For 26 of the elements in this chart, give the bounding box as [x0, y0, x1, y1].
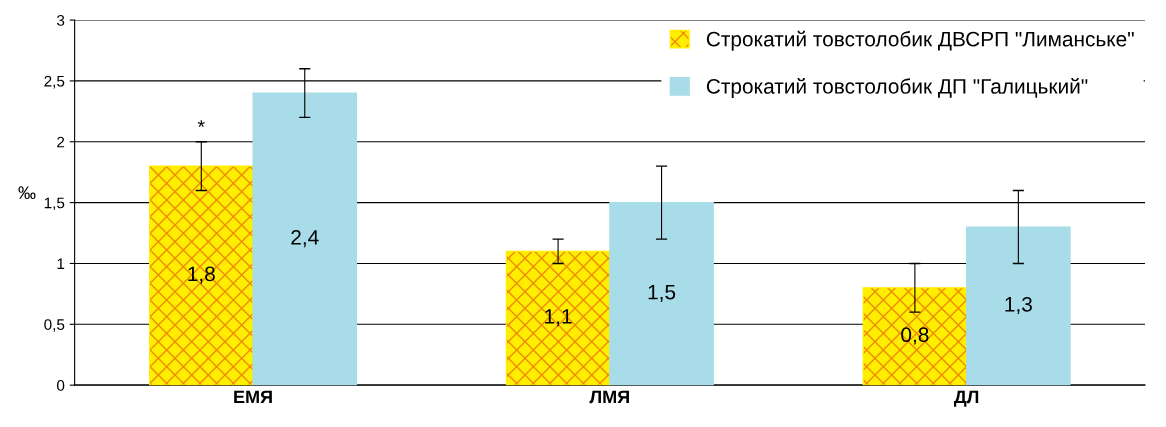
bar [966, 226, 1071, 386]
y-tick-label: 2,5 [44, 75, 65, 89]
data-label: 2,4 [291, 229, 319, 248]
bar [252, 92, 358, 386]
y-tick-label: 2 [57, 136, 65, 148]
x-tick-label: ДЛ [954, 390, 979, 407]
y-tick-label: 1 [57, 258, 65, 269]
y-tick-label: 0,5 [44, 319, 65, 332]
annotation: * [197, 120, 205, 128]
legend-label: Строкатий товстолобик ДВСРП "Лиманське" [706, 30, 1134, 51]
legend-label: Строкатий товстолобик ДП "Галицький" [706, 78, 1088, 98]
data-label: 1,1 [545, 309, 572, 327]
data-label: 1,5 [648, 284, 676, 302]
data-label: 0,8 [901, 327, 929, 345]
data-label: 1,3 [1005, 296, 1032, 315]
y-tick-label: 1,5 [44, 197, 65, 211]
y-axis-title: ‰ [18, 186, 36, 199]
bar [148, 165, 254, 386]
y-tick-label: 3 [56, 14, 65, 26]
bar [862, 287, 968, 386]
y-tick-label: 0 [57, 380, 65, 391]
x-tick-label: ЕМЯ [234, 390, 272, 404]
data-label: 1,8 [188, 266, 215, 284]
bar [609, 202, 714, 386]
bar [505, 250, 611, 386]
x-tick-label: ЛМЯ [589, 390, 629, 404]
